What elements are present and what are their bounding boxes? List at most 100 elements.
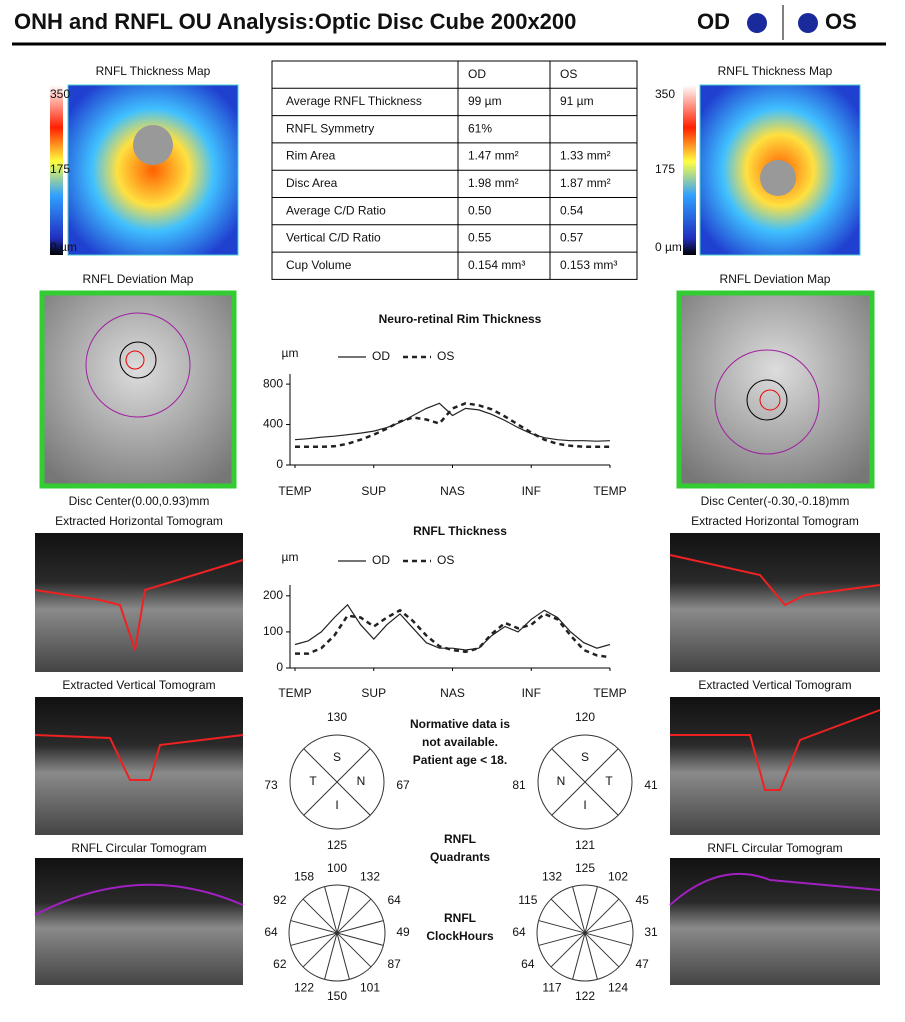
quadrant-circle bbox=[537, 734, 633, 830]
title: ONH and RNFL OU Analysis:Optic Disc Cube… bbox=[14, 9, 576, 34]
quadrant-divider bbox=[303, 748, 371, 816]
quadrant-circle bbox=[289, 734, 385, 830]
row-label: Cup Volume bbox=[286, 258, 352, 272]
scan-circle bbox=[85, 312, 191, 418]
y-tick-label: 800 bbox=[263, 376, 283, 390]
scale-label: 350 bbox=[655, 87, 675, 101]
row-label: Disc Area bbox=[286, 176, 338, 190]
column-header: OS bbox=[560, 67, 577, 81]
quadrant-letter: N bbox=[357, 774, 366, 788]
clock-value: 125 bbox=[575, 861, 595, 875]
od-label: OD bbox=[697, 9, 730, 34]
panel-title: RNFL Circular Tomogram bbox=[707, 841, 842, 855]
tomogram bbox=[670, 697, 880, 835]
tomogram bbox=[670, 533, 880, 672]
cup-outline bbox=[125, 350, 145, 370]
metrics-table: OD OS Average RNFL Thickness 99 µm 91 µm RNFL… bbox=[271, 60, 638, 280]
cell: 61% bbox=[468, 121, 492, 135]
panel-title: Extracted Horizontal Tomogram bbox=[55, 514, 223, 528]
x-tick-label: SUP bbox=[361, 484, 386, 498]
quadrant-letter: T bbox=[309, 774, 317, 788]
clock-value: 47 bbox=[635, 957, 649, 971]
section-label: RNFL bbox=[444, 911, 476, 925]
scan-circle bbox=[714, 349, 820, 455]
y-tick-label: 100 bbox=[263, 624, 283, 638]
chart-title: RNFL Thickness bbox=[413, 524, 507, 538]
clock-value: 117 bbox=[542, 981, 561, 995]
y-axis-label: µm bbox=[282, 346, 299, 360]
scale-label: 0 µm bbox=[50, 240, 77, 254]
quadrant-value: 81 bbox=[512, 778, 526, 792]
clock-value: 122 bbox=[575, 989, 595, 1003]
panel-title: RNFL Deviation Map bbox=[720, 272, 831, 286]
note: not available. bbox=[422, 735, 498, 749]
thickness-map bbox=[67, 84, 239, 256]
x-tick-label: TEMP bbox=[593, 686, 626, 700]
quadrant-letter: S bbox=[333, 750, 341, 764]
quadrant-letter: I bbox=[335, 798, 338, 812]
color-bar bbox=[50, 85, 63, 255]
column-header: OD bbox=[468, 67, 486, 81]
clock-value: 150 bbox=[327, 989, 347, 1003]
clock-value: 31 bbox=[644, 925, 658, 939]
disc bbox=[760, 160, 796, 196]
clock-value: 87 bbox=[387, 957, 401, 971]
deviation-map bbox=[676, 290, 875, 489]
cell: 0.50 bbox=[468, 203, 492, 217]
side-labels: RNFL Thickness Map 350 175 0 µm RNFL Deviati… bbox=[50, 64, 859, 855]
os-dot bbox=[798, 13, 818, 33]
cell: 0.54 bbox=[560, 203, 584, 217]
clock-value: 132 bbox=[542, 870, 562, 884]
clock-value: 115 bbox=[518, 893, 537, 907]
clock-value: 101 bbox=[360, 981, 380, 995]
quadrant-value: 41 bbox=[644, 778, 658, 792]
panel-title: Extracted Horizontal Tomogram bbox=[691, 514, 859, 528]
disc-center: Disc Center(-0.30,-0.18)mm bbox=[701, 494, 850, 508]
cell: 91 µm bbox=[560, 94, 594, 108]
quadrant-value: 67 bbox=[396, 778, 410, 792]
quadrant-letter: T bbox=[605, 774, 613, 788]
scale-label: 0 µm bbox=[655, 240, 682, 254]
quadrant-value: 130 bbox=[327, 710, 347, 724]
quadrant-value: 125 bbox=[327, 838, 347, 852]
clock-spoke bbox=[290, 920, 384, 946]
cup-outline bbox=[759, 389, 781, 411]
x-tick-label: INF bbox=[522, 686, 541, 700]
chart-title: Neuro-retinal Rim Thickness bbox=[379, 312, 542, 326]
boundary bbox=[34, 883, 244, 916]
deviation-map bbox=[39, 290, 237, 489]
x-tick-label: SUP bbox=[361, 686, 386, 700]
quadrant-value: 120 bbox=[575, 710, 595, 724]
row-label: Average C/D Ratio bbox=[286, 203, 386, 217]
clock-value: 132 bbox=[360, 870, 380, 884]
cell: 1.87 mm² bbox=[560, 176, 611, 190]
clock-circle bbox=[536, 884, 634, 982]
clock-value: 100 bbox=[327, 861, 347, 875]
sector-plots: S 130 N 67 I 125 T 73 100 132 64 49 87 101 150 122 62 64 9… bbox=[264, 710, 658, 1003]
x-tick-label: NAS bbox=[440, 484, 465, 498]
clock-value: 92 bbox=[273, 893, 287, 907]
row-label: Rim Area bbox=[286, 149, 336, 163]
boundary bbox=[34, 559, 244, 651]
panel-title: RNFL Thickness Map bbox=[718, 64, 833, 78]
tomogram bbox=[35, 858, 243, 985]
legend-label: OD bbox=[372, 349, 390, 363]
x-tick-label: TEMP bbox=[593, 484, 626, 498]
cell: 1.47 mm² bbox=[468, 149, 519, 163]
clock-value: 64 bbox=[387, 893, 401, 907]
y-axis-label: µm bbox=[282, 550, 299, 564]
panel-title: Extracted Vertical Tomogram bbox=[698, 678, 851, 692]
tomogram bbox=[670, 858, 880, 985]
section-label: ClockHours bbox=[426, 929, 494, 943]
clock-value: 64 bbox=[521, 957, 535, 971]
images bbox=[34, 84, 881, 985]
quadrant-letter: S bbox=[581, 750, 589, 764]
cell: 0.154 mm³ bbox=[468, 258, 525, 272]
quadrant-value: 121 bbox=[575, 838, 595, 852]
disc-center: Disc Center(0.00,0.93)mm bbox=[69, 494, 210, 508]
disc-outline bbox=[746, 379, 788, 421]
clock-value: 45 bbox=[635, 893, 649, 907]
cell: 99 µm bbox=[468, 94, 502, 108]
quadrant-divider bbox=[551, 748, 619, 816]
clock-value: 64 bbox=[264, 925, 278, 939]
